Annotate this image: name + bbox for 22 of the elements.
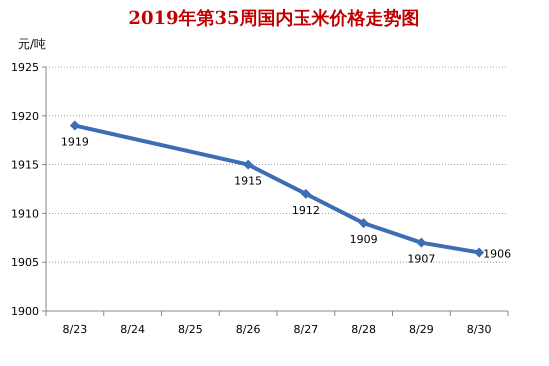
x-tick-label: 8/23 [62, 323, 88, 336]
y-tick-label: 1900 [11, 305, 39, 318]
x-tick-label: 8/28 [351, 323, 376, 336]
data-label: 1915 [234, 174, 262, 188]
data-label: 1919 [60, 136, 89, 149]
chart-title: 2019年第35周国内玉米价格走势图 [128, 8, 420, 29]
x-tick-label: 8/29 [409, 323, 434, 336]
y-tick-label: 1915 [11, 158, 39, 172]
data-label: 1912 [292, 204, 320, 217]
y-tick-label: 1925 [11, 61, 39, 74]
y-tick-label: 1910 [11, 207, 39, 220]
x-tick-label: 8/25 [178, 323, 203, 336]
x-tick-label: 8/26 [236, 323, 260, 336]
y-tick-label: 1920 [11, 110, 39, 123]
data-label: 1909 [350, 233, 378, 246]
data-label: 1906 [483, 247, 512, 260]
x-tick-label: 8/27 [294, 323, 318, 336]
data-label: 1907 [407, 252, 436, 266]
y-tick-label: 1905 [11, 256, 39, 270]
x-tick-label: 8/30 [466, 323, 492, 336]
x-tick-label: 8/24 [120, 323, 145, 336]
y-axis-title: 元/吨 [18, 37, 46, 51]
